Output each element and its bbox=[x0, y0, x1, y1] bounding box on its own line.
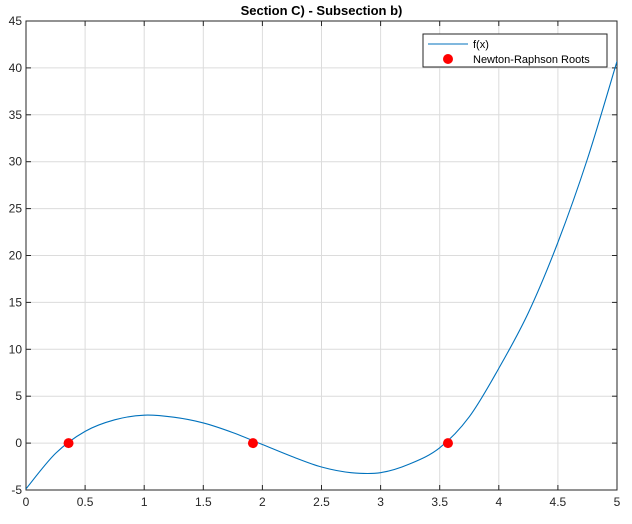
x-tick-label: 2 bbox=[259, 495, 266, 509]
y-tick-label: 0 bbox=[15, 436, 22, 450]
root-marker bbox=[247, 438, 258, 449]
plot-area bbox=[26, 61, 617, 490]
y-tick-label: 10 bbox=[9, 342, 23, 356]
x-tick-label: 2.5 bbox=[313, 495, 330, 509]
legend-marker-swatch bbox=[443, 54, 453, 64]
axis-ticks: 0 0.5 1 1.5 2 2.5 3 3.5 4 4.5 5-505101520253035404… bbox=[9, 14, 621, 509]
x-tick-label: 5 bbox=[614, 495, 621, 509]
y-tick-label: 45 bbox=[9, 14, 23, 28]
y-tick-label: 25 bbox=[9, 202, 23, 216]
y-tick-label: -5 bbox=[11, 483, 22, 497]
chart-title: Section C) - Subsection b) bbox=[241, 3, 403, 18]
x-tick-label: 1 bbox=[141, 495, 148, 509]
legend-label: Newton-Raphson Roots bbox=[473, 54, 590, 66]
root-marker bbox=[63, 438, 74, 449]
y-tick-label: 40 bbox=[9, 61, 23, 75]
x-tick-label: 0 bbox=[23, 495, 30, 509]
x-tick-label: 1.5 bbox=[195, 495, 212, 509]
y-tick-label: 15 bbox=[9, 295, 23, 309]
x-tick-label: 0.5 bbox=[77, 495, 94, 509]
y-tick-label: 35 bbox=[9, 108, 23, 122]
x-tick-label: 3.5 bbox=[431, 495, 448, 509]
x-tick-label: 4 bbox=[495, 495, 502, 509]
y-tick-label: 30 bbox=[9, 155, 23, 169]
fx-series-line bbox=[26, 61, 617, 490]
y-tick-label: 20 bbox=[9, 249, 23, 263]
legend: f(x) Newton-Raphson Roots bbox=[422, 33, 608, 68]
x-tick-label: 3 bbox=[377, 495, 384, 509]
legend-box bbox=[422, 33, 608, 68]
legend-label: f(x) bbox=[473, 39, 489, 51]
root-marker bbox=[442, 438, 453, 449]
x-tick-label: 4.5 bbox=[550, 495, 567, 509]
y-tick-label: 5 bbox=[15, 389, 22, 403]
